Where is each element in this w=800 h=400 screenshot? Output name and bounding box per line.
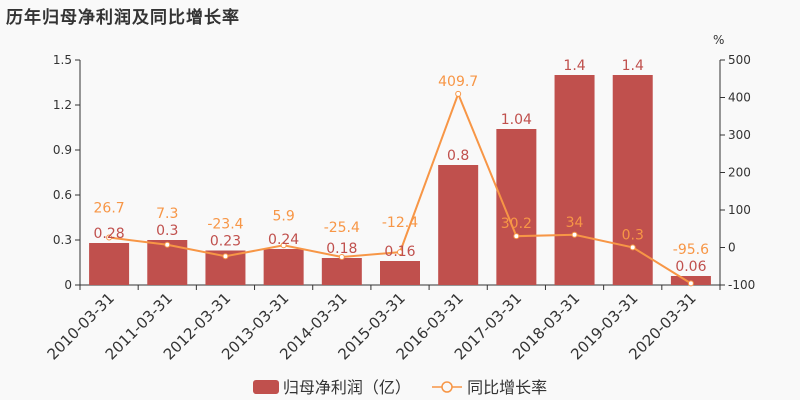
growth-point — [164, 241, 171, 248]
bar-label: 0.8 — [447, 148, 469, 164]
growth-point — [397, 249, 403, 256]
growth-label: 0.3 — [622, 227, 644, 243]
right-tick-label: 100 — [728, 203, 751, 217]
left-tick-label: 0.9 — [53, 143, 72, 157]
bar — [612, 75, 653, 285]
growth-point — [222, 253, 229, 260]
growth-point — [338, 254, 345, 261]
growth-label: 26.7 — [94, 200, 125, 216]
growth-point — [687, 280, 694, 287]
bar — [89, 243, 130, 285]
growth-point — [513, 233, 520, 240]
growth-point — [455, 90, 462, 97]
legend: 归母净利润（亿） 同比增长率 — [0, 374, 800, 398]
right-tick-label: 0 — [728, 241, 736, 255]
bar — [554, 75, 595, 285]
left-tick-label: 0.6 — [53, 188, 72, 202]
bar-label: 0.23 — [210, 234, 241, 250]
bar-label: 0.06 — [675, 259, 706, 275]
growth-label: 7.3 — [156, 206, 178, 222]
bar-label: 1.04 — [501, 112, 532, 128]
right-tick-label: 500 — [728, 53, 751, 67]
growth-label: -25.4 — [324, 220, 360, 236]
bar-label: 0.24 — [268, 232, 299, 248]
legend-label: 同比增长率 — [467, 378, 548, 397]
bar-label: 0.16 — [384, 244, 415, 260]
bar-label: 1.4 — [563, 58, 585, 74]
legend-line-swatch — [432, 381, 462, 393]
growth-label: 34 — [566, 215, 584, 231]
right-axis-unit: % — [713, 33, 724, 47]
right-tick-label: 300 — [728, 128, 751, 142]
growth-point — [106, 234, 113, 241]
growth-label: 5.9 — [273, 208, 295, 224]
growth-label: -23.4 — [207, 217, 243, 233]
growth-label: 30.2 — [501, 216, 532, 232]
right-tick-label: -100 — [728, 278, 755, 292]
bar — [263, 249, 304, 285]
left-tick-label: 0 — [64, 278, 72, 292]
right-tick-label: 200 — [728, 166, 751, 180]
growth-label: -95.6 — [673, 242, 709, 258]
chart-title: 历年归母净利润及同比增长率 — [6, 8, 240, 28]
left-tick-label: 1.5 — [53, 53, 72, 67]
left-tick-label: 1.2 — [53, 98, 72, 112]
bar — [321, 258, 362, 285]
growth-label: -12.4 — [382, 215, 418, 231]
left-tick-label: 0.3 — [53, 233, 72, 247]
bar-label: 1.4 — [622, 58, 644, 74]
legend-bar-swatch — [252, 380, 279, 394]
growth-point — [280, 242, 287, 249]
bar-label: 0.28 — [94, 226, 125, 242]
growth-point — [629, 244, 636, 251]
bar — [438, 165, 479, 285]
legend-item-profit[interactable]: 归母净利润（亿） — [252, 374, 411, 398]
bar-label: 0.3 — [156, 223, 178, 239]
growth-label: 409.7 — [438, 74, 478, 90]
bar — [380, 261, 420, 285]
bar — [496, 129, 537, 285]
legend-label: 归母净利润（亿） — [282, 378, 411, 397]
right-tick-label: 400 — [728, 91, 751, 105]
growth-point — [571, 231, 578, 238]
bar-label: 0.18 — [326, 241, 357, 257]
legend-item-growth[interactable]: 同比增长率 — [432, 374, 547, 398]
